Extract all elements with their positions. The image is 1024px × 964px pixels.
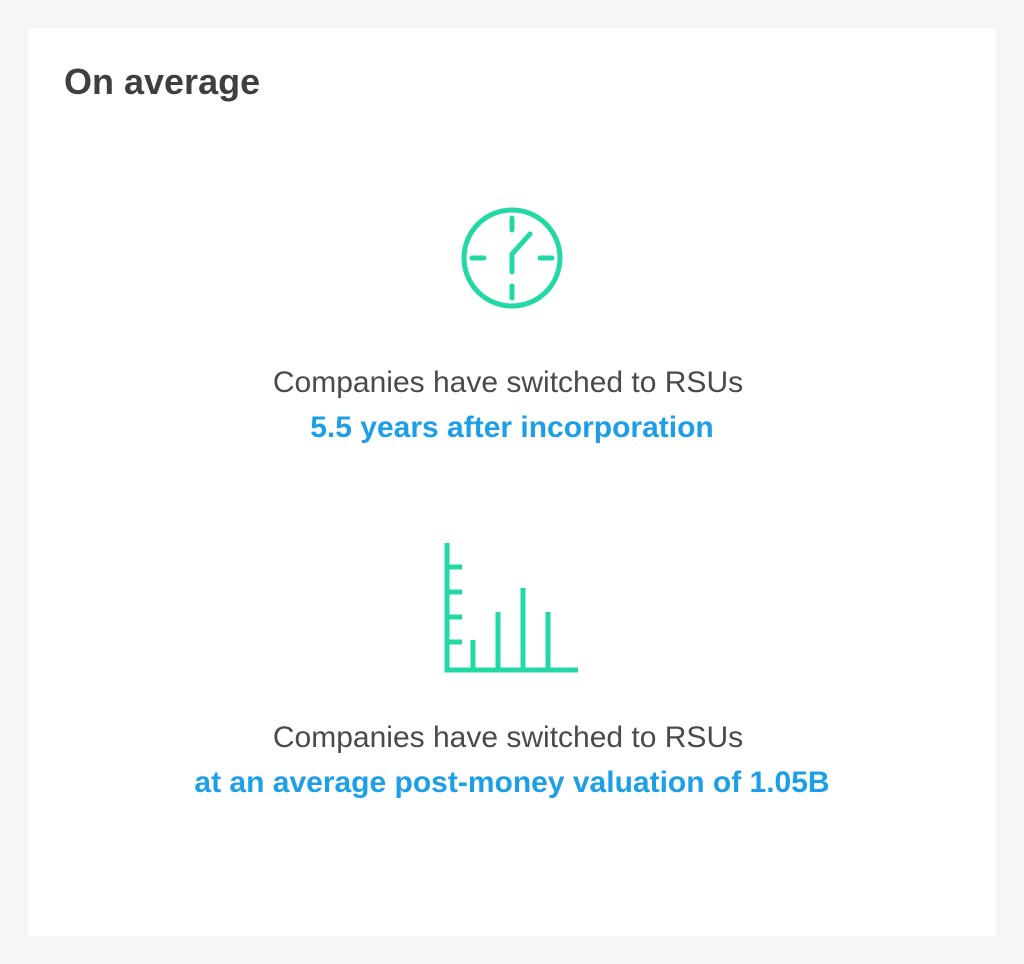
clock-icon [461,207,563,309]
card-title: On average [64,61,260,102]
stat-value: 5.5 years after incorporation [310,411,713,444]
stat-label: Companies have switched to RSUs [273,366,743,399]
stat-value: at an average post-money valuation of 1.… [194,766,829,799]
stat-label: Companies have switched to RSUs [273,721,743,754]
card [28,28,996,936]
bar-chart-icon [444,543,578,673]
